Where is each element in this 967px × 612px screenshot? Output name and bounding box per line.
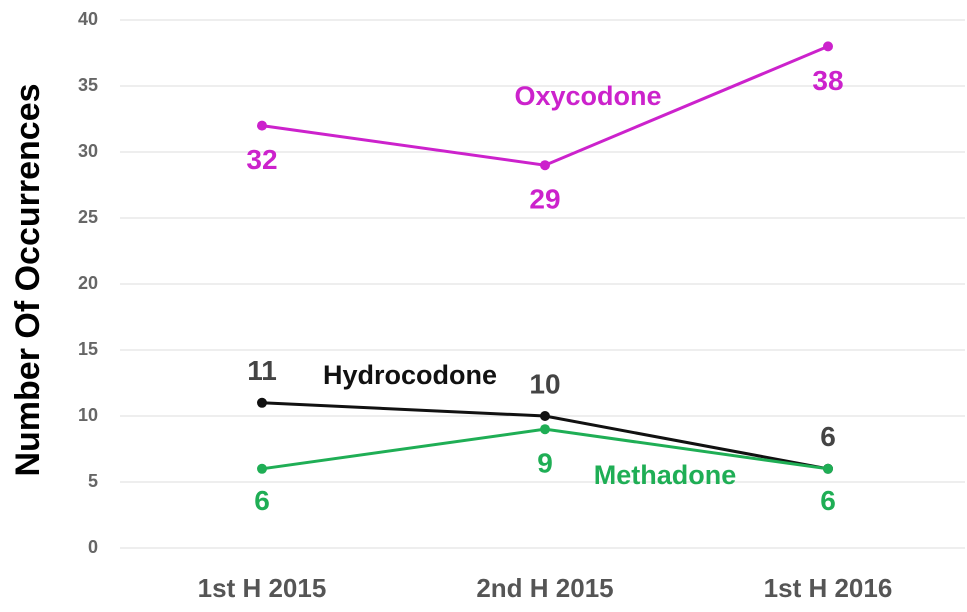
point [257,463,267,474]
data-label: 6 [820,485,836,516]
x-tick-label: 2nd H 2015 [476,573,613,603]
point [540,411,550,421]
y-tick-label: 15 [78,339,98,359]
point [540,424,550,435]
y-tick-label: 20 [78,273,98,293]
data-label: 29 [529,184,560,215]
data-label: 38 [812,65,843,96]
data-label: 6 [254,485,270,516]
x-tick-label: 1st H 2016 [764,573,893,603]
point [257,397,267,408]
point [257,120,267,131]
series-name: Oxycodone [514,81,661,111]
y-tick-label: 25 [78,207,98,227]
data-label: 6 [820,421,836,452]
data-label: 11 [247,355,277,386]
data-label: 32 [246,144,277,175]
y-tick-label: 30 [78,141,98,161]
point [823,463,833,474]
y-axis-label: Number Of Occurrences [9,83,47,476]
point [540,160,550,171]
y-tick-label: 10 [78,405,98,425]
y-tick-label: 40 [78,9,98,29]
x-tick-label: 1st H 2015 [198,573,327,603]
point [823,41,833,52]
data-label: 9 [537,448,553,479]
y-tick-label: 35 [78,75,98,95]
series-name: Hydrocodone [323,360,497,390]
y-tick-label: 5 [88,471,98,491]
y-tick-label: 0 [88,537,98,557]
data-label: 10 [529,368,560,399]
series-name: Methadone [594,460,737,490]
